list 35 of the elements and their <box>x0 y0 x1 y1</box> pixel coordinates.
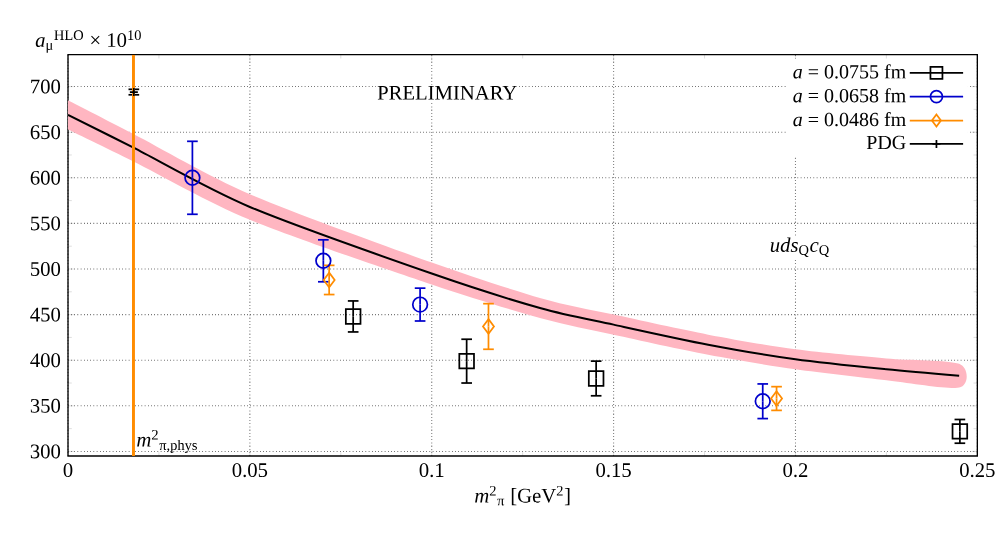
point <box>754 393 771 410</box>
point <box>344 308 362 325</box>
legend-label: a = 0.0486 fm <box>793 111 906 127</box>
x-tick-label: 0.25 <box>960 463 995 478</box>
point <box>315 252 332 269</box>
legend-label: a = 0.0755 fm <box>793 64 906 79</box>
y-tick-label: 500 <box>31 262 61 276</box>
ref-line-label: m$^{2}$π,phys <box>137 429 197 454</box>
x-tick-label: 0.15 <box>596 463 631 478</box>
point <box>184 169 201 186</box>
legend-label: PDG <box>866 135 906 150</box>
point <box>482 318 495 335</box>
point <box>322 271 336 289</box>
y-tick-label: 650 <box>30 125 61 140</box>
x-axis-title: m$^{2}$$_{π}$ [GeV$^{2}$] <box>475 485 570 506</box>
y-tick-label: 450 <box>30 307 61 322</box>
y-tick-label: 700 <box>31 79 61 94</box>
x-tick-label: 0.2 <box>783 463 808 478</box>
y-tick-label: 300 <box>30 444 61 459</box>
y-tick-label: 550 <box>31 216 61 231</box>
point <box>770 390 783 407</box>
point <box>458 352 475 370</box>
legend-label: a = 0.0658 fm <box>793 88 906 103</box>
point <box>411 296 429 313</box>
y-tick-label: 400 <box>30 353 61 368</box>
point <box>951 423 969 440</box>
x-tick-label: 0.1 <box>419 463 444 478</box>
annotation: PRELIMINARY <box>377 85 517 100</box>
x-tick-label: 0.05 <box>232 463 268 478</box>
x-tick-label: 0 <box>63 463 73 478</box>
annotation: uds$_{Q}$c$_{Q}$ <box>770 237 829 258</box>
y-axis-title: a$_{μ}$$^{HLO}$ × 10$^{10}$ <box>35 30 141 53</box>
point <box>587 370 605 387</box>
y-tick-label: 600 <box>30 170 61 185</box>
y-tick-label: 350 <box>30 398 61 413</box>
